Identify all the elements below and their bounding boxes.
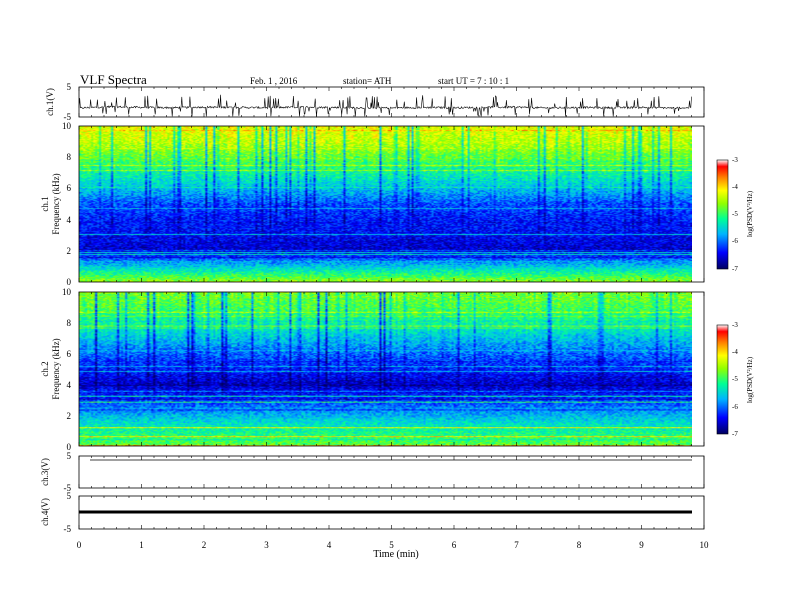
time-axis: 0 1 2 3 4 5 6 7 8 9 10 <box>77 540 709 550</box>
figure-title: VLF Spectra <box>80 72 147 87</box>
ch4-ytick-top: 5 <box>67 491 72 501</box>
ch1-ftick-6: 6 <box>67 183 72 193</box>
cb1-tick-m6: -6 <box>732 237 738 245</box>
ch3-ytick-top: 5 <box>67 451 72 461</box>
cb2-tick-m7: -7 <box>732 430 738 438</box>
ch2-ftick-2: 2 <box>67 411 72 421</box>
ch1-waveform-ylabel: ch.1(V) <box>45 88 55 116</box>
ch1-ytick-top: 5 <box>67 82 72 92</box>
ch3-waveform-frame <box>78 455 705 489</box>
ch2-ftick-0: 0 <box>67 442 72 452</box>
ch2-colorbar: -3 -4 -5 -6 -7 log(PSD(V²/Hz) <box>716 321 754 438</box>
time-tick-label: 6 <box>452 540 457 550</box>
cb2-tick-m3: -3 <box>732 321 738 329</box>
ch2-colorbar-scale <box>716 324 729 435</box>
cb1-tick-m5: -5 <box>732 210 738 218</box>
ch1-waveform-trace <box>78 94 692 117</box>
ch3-waveform-ticks <box>78 456 705 488</box>
ch4-waveform-panel: 5 -5 ch.4(V) <box>40 491 705 534</box>
ch1-colorbar: -3 -4 -5 -6 -7 log(PSD(V²/Hz) <box>716 156 754 273</box>
time-tick-label: 3 <box>264 540 269 550</box>
ch2-colorbar-label: log(PSD(V²/Hz) <box>746 356 754 403</box>
ch1-waveform-ticks <box>78 87 705 117</box>
ch2-spectrogram-ticks <box>78 292 705 446</box>
ch1-ftick-8: 8 <box>67 152 72 162</box>
cb2-tick-m5: -5 <box>732 375 738 383</box>
ch2-spectrogram-channel-label: ch.2 <box>40 361 50 376</box>
cb2-tick-m6: -6 <box>732 403 738 411</box>
ch1-ftick-10: 10 <box>62 121 72 131</box>
ch1-spectrogram-channel-label: ch.1 <box>40 196 50 211</box>
ch1-spectrogram-panel: 10 8 6 4 2 0 ch.1 Frequency (kHz) <box>40 121 705 287</box>
ch4-waveform-ylabel: ch.4(V) <box>40 498 50 526</box>
ch2-ftick-10: 10 <box>62 287 72 297</box>
time-tick-label: 10 <box>700 540 710 550</box>
ch3-ytick-bottom: -5 <box>64 483 72 493</box>
ch2-ftick-6: 6 <box>67 349 72 359</box>
time-tick-label: 4 <box>327 540 332 550</box>
time-tick-label: 7 <box>514 540 519 550</box>
header-start-time: start UT = 7 : 10 : 1 <box>438 76 509 86</box>
ch2-frequency-label: Frequency (kHz) <box>51 338 61 399</box>
ch2-ftick-8: 8 <box>67 318 72 328</box>
time-tick-label: 9 <box>639 540 644 550</box>
cb1-tick-m4: -4 <box>732 183 738 191</box>
ch3-waveform-ylabel: ch.3(V) <box>40 458 50 486</box>
ch1-waveform-panel: 5 -5 ch.1(V) <box>45 82 705 122</box>
ch4-waveform-ticks <box>78 496 705 529</box>
ch1-spectrogram-image <box>79 126 692 282</box>
cb2-tick-m4: -4 <box>732 348 738 356</box>
ch2-spectrogram-image <box>79 292 692 446</box>
time-axis-label: Time (min) <box>373 549 418 560</box>
ch4-ytick-bottom: -5 <box>64 524 72 534</box>
ch1-colorbar-label: log(PSD(V²/Hz) <box>746 190 754 237</box>
ch1-spectrogram-ticks <box>78 126 705 282</box>
ch1-ftick-2: 2 <box>67 246 72 256</box>
ch1-colorbar-scale <box>716 159 729 270</box>
time-tick-label: 1 <box>139 540 144 550</box>
time-tick-label: 5 <box>389 540 394 550</box>
cb1-tick-m3: -3 <box>732 156 738 164</box>
time-tick-label: 0 <box>77 540 82 550</box>
ch2-spectrogram-panel: 10 8 6 4 2 0 ch.2 Frequency (kHz) <box>40 287 705 452</box>
time-tick-label: 8 <box>577 540 582 550</box>
time-tick-label: 2 <box>202 540 207 550</box>
ch1-ftick-4: 4 <box>67 215 72 225</box>
ch3-waveform-panel: 5 -5 ch.3(V) <box>40 451 705 493</box>
ch1-frequency-label: Frequency (kHz) <box>51 173 61 234</box>
ch1-ftick-0: 0 <box>67 277 72 287</box>
ch2-ftick-4: 4 <box>67 380 72 390</box>
cb1-tick-m7: -7 <box>732 265 738 273</box>
ch1-ytick-bottom: -5 <box>64 112 72 122</box>
header-date: Feb. 1 , 2016 <box>250 76 298 86</box>
header-station: station= ATH <box>343 76 392 86</box>
